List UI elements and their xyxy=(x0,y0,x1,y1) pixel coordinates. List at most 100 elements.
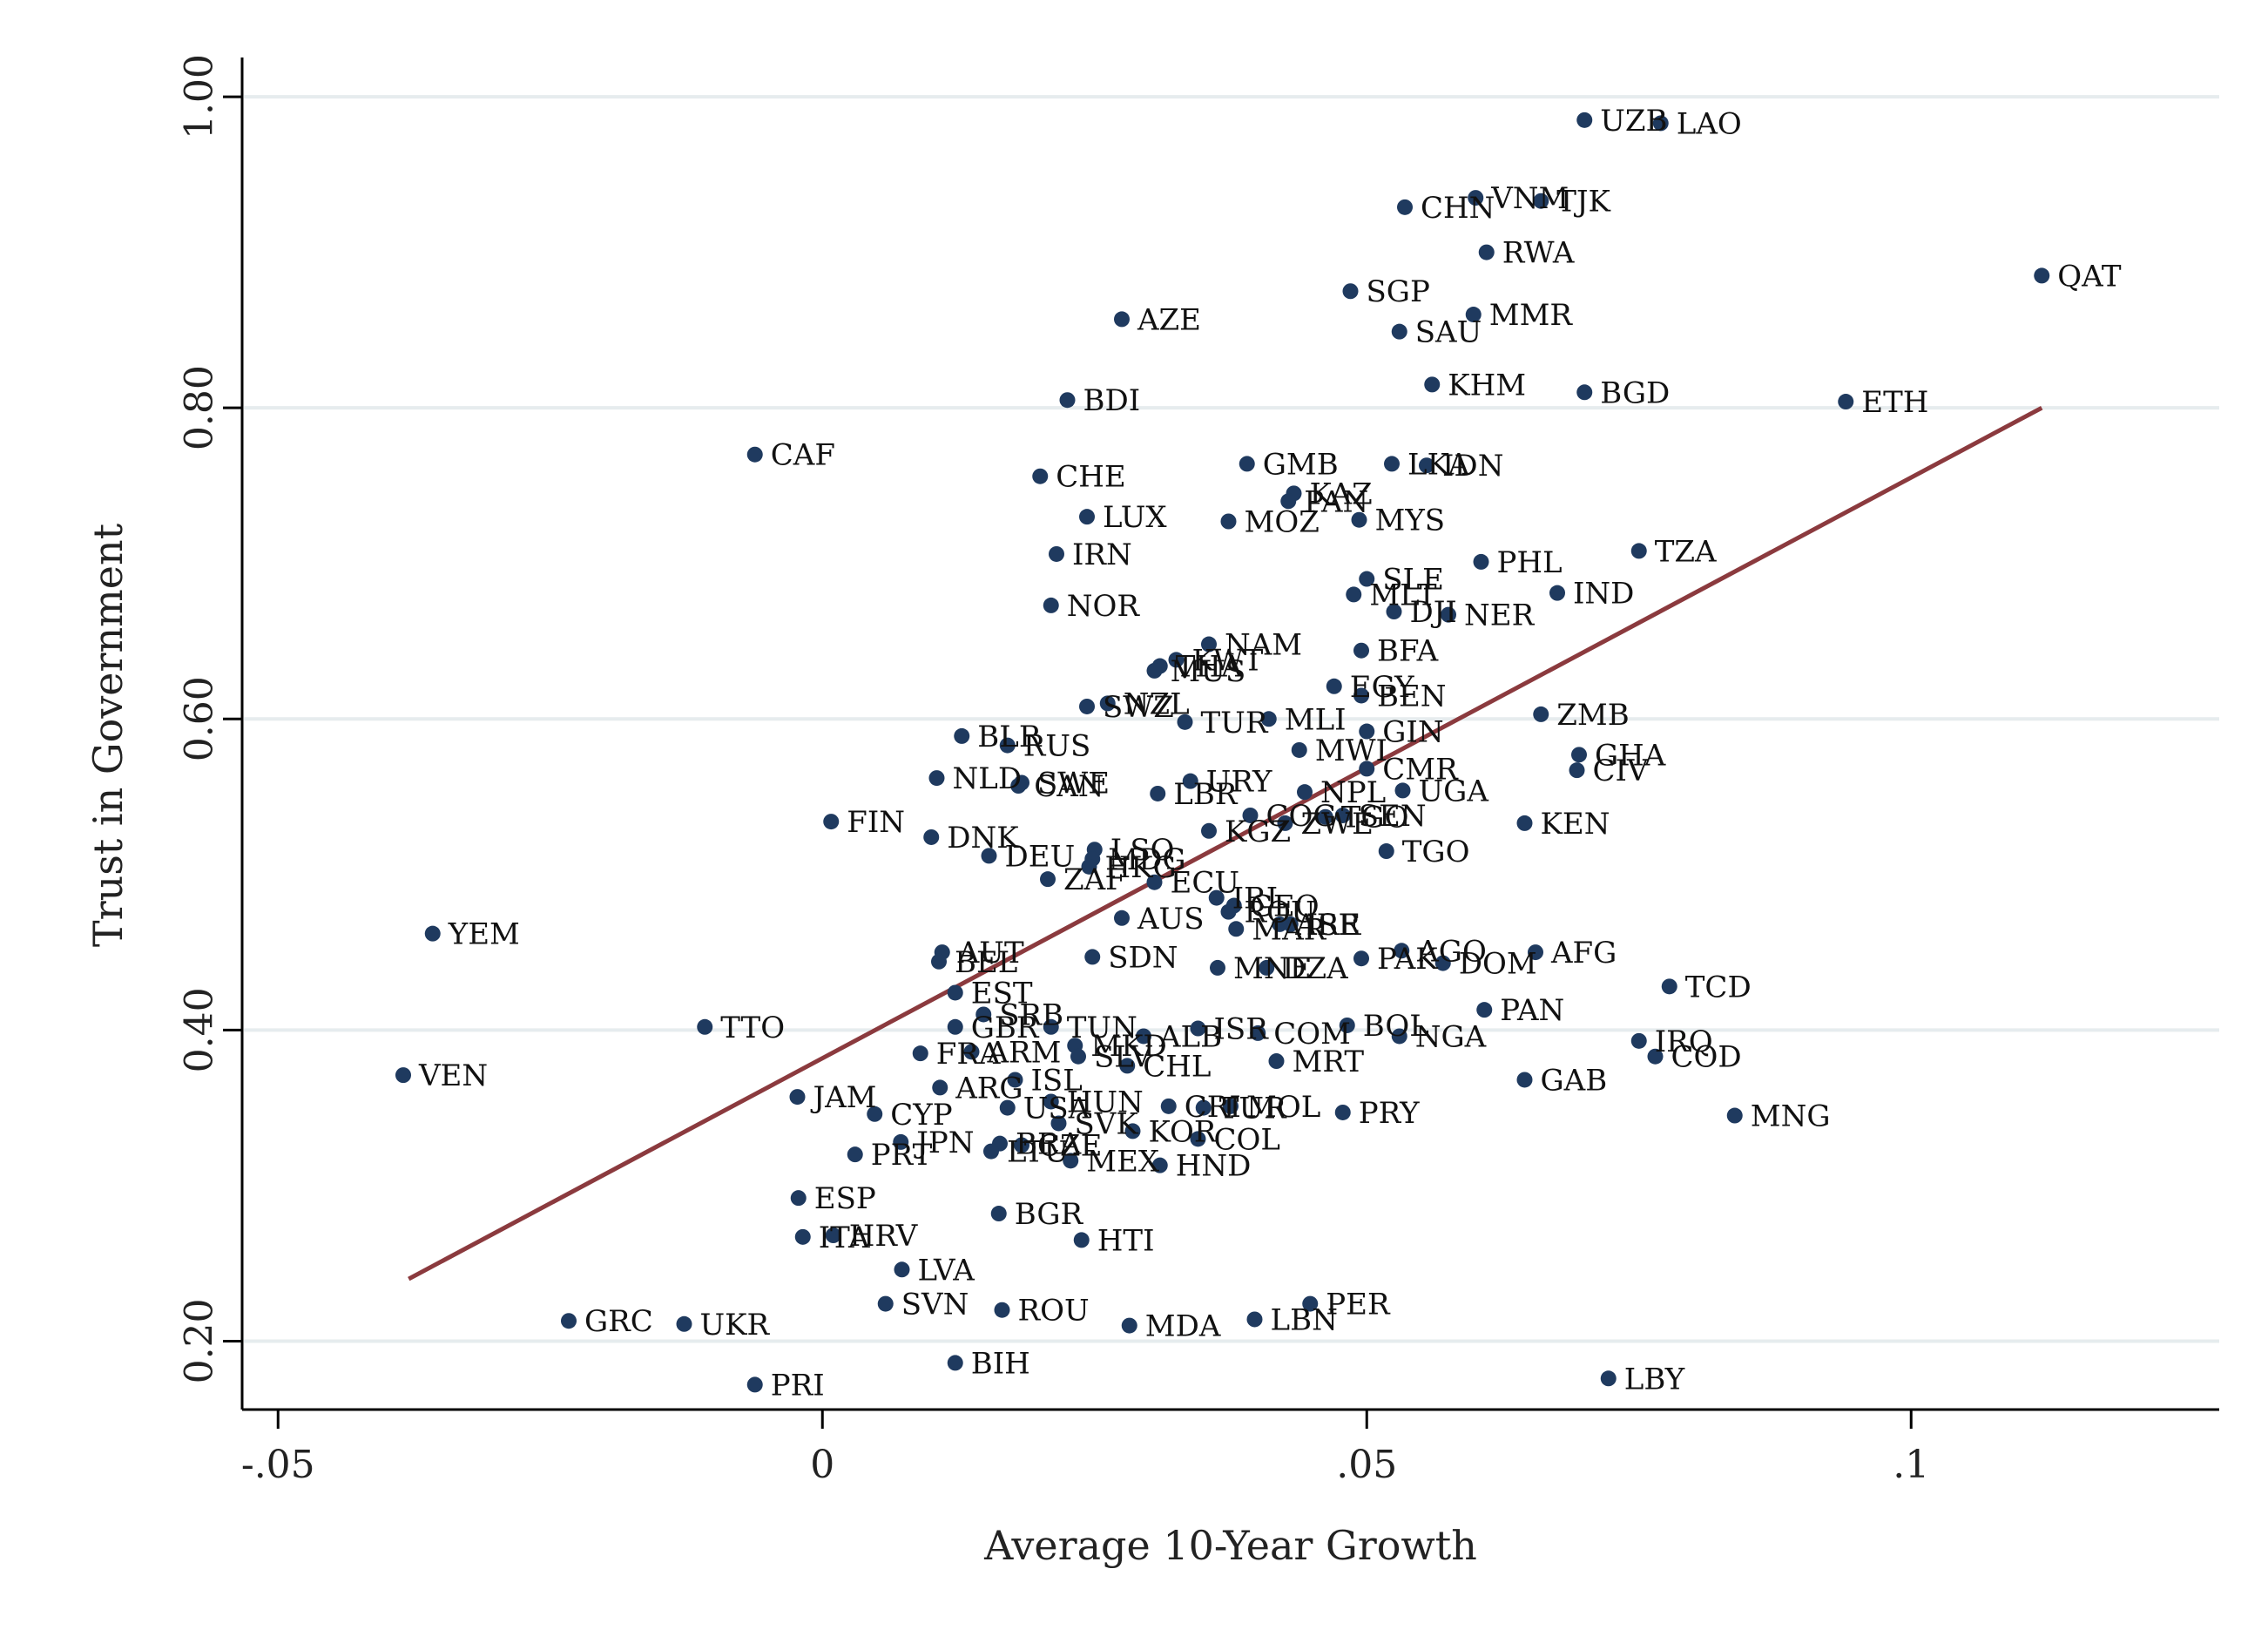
point-label-ltu: LTU xyxy=(1007,1135,1069,1170)
point-label-nor: NOR xyxy=(1067,589,1141,624)
point-label-qat: QAT xyxy=(2057,259,2122,294)
y-tick-label: 0.40 xyxy=(177,987,221,1072)
point-label-ner: NER xyxy=(1464,598,1536,633)
data-point-mus xyxy=(1146,662,1163,679)
point-label-dom: DOM xyxy=(1459,947,1537,982)
data-point-swz xyxy=(1079,698,1095,714)
data-point-aus xyxy=(1114,910,1130,926)
data-point-moz xyxy=(1220,513,1237,530)
x-axis-title: Average 10-Year Growth xyxy=(983,1522,1477,1569)
data-point-bdi xyxy=(1059,392,1076,409)
point-label-isl: ISL xyxy=(1031,1063,1083,1098)
point-label-irl: IRL xyxy=(1232,882,1286,916)
data-point-npl xyxy=(1297,784,1313,801)
data-point-jam xyxy=(789,1089,806,1106)
data-point-can xyxy=(1010,778,1027,795)
data-point-tgo xyxy=(1317,808,1333,825)
point-label-rus: RUS xyxy=(1023,729,1091,764)
point-label-kgz: KGZ xyxy=(1225,815,1291,849)
point-label-hun: HUN xyxy=(1067,1085,1144,1119)
data-point-kgz xyxy=(1201,822,1217,839)
point-label-mda: MDA xyxy=(1145,1309,1221,1344)
data-point-rou xyxy=(994,1302,1010,1318)
data-point-pan xyxy=(1280,493,1297,510)
data-point-gab xyxy=(1516,1072,1533,1088)
point-label-mng: MNG xyxy=(1751,1099,1831,1134)
point-label-pri: PRI xyxy=(771,1368,825,1403)
data-point-tjk xyxy=(1533,193,1549,209)
point-label-khm: KHM xyxy=(1448,368,1526,402)
point-label-lbr: LBR xyxy=(1173,777,1239,812)
data-point-dji xyxy=(1386,604,1402,620)
point-label-uzb: UZB xyxy=(1600,104,1667,139)
data-point-mex xyxy=(1063,1153,1079,1169)
point-label-zaf: ZAF xyxy=(1063,862,1126,897)
point-label-ukr: UKR xyxy=(700,1308,771,1342)
point-label-grc: GRC xyxy=(584,1304,653,1339)
data-point-tcd xyxy=(1661,978,1677,995)
point-label-arm: ARM xyxy=(987,1035,1062,1070)
data-point-khm xyxy=(1424,376,1441,393)
data-point-com xyxy=(1250,1024,1266,1041)
data-point-tun xyxy=(1043,1018,1059,1035)
data-point-qat xyxy=(2034,267,2050,284)
data-point-bel xyxy=(931,953,947,970)
data-point-kwt xyxy=(1168,652,1185,668)
point-label-jpn: JPN xyxy=(914,1126,974,1160)
data-point-cri xyxy=(1160,1098,1177,1114)
point-label-alb: ALB xyxy=(1158,1019,1222,1054)
data-point-kor xyxy=(1124,1123,1141,1139)
point-label-tza: TZA xyxy=(1655,534,1717,569)
data-point-irl xyxy=(1208,889,1225,906)
data-point-est xyxy=(947,984,963,1001)
point-label-bgr: BGR xyxy=(1015,1197,1084,1232)
point-label-bel: BEL xyxy=(955,945,1017,980)
data-point-rus xyxy=(999,737,1016,754)
data-point-alb xyxy=(1136,1028,1151,1045)
data-point-hkg xyxy=(1081,858,1097,875)
point-label-tun: TUN xyxy=(1067,1011,1137,1045)
point-label-usa: USA xyxy=(1023,1092,1090,1126)
point-label-civ: CIV xyxy=(1593,754,1650,788)
point-label-cze: CZE xyxy=(1037,1128,1102,1163)
data-point-bgr xyxy=(990,1206,1007,1222)
data-point-ita xyxy=(794,1228,811,1245)
data-point-sle xyxy=(1359,571,1375,587)
point-label-nga: NGA xyxy=(1415,1019,1487,1054)
point-label-bra: BRA xyxy=(1016,1127,1082,1162)
point-label-prt: PRT xyxy=(871,1138,933,1173)
data-point-cmr xyxy=(1359,761,1375,777)
point-label-tjk: TJK xyxy=(1556,185,1610,220)
data-point-eth xyxy=(1838,394,1854,410)
point-label-per: PER xyxy=(1326,1288,1391,1322)
data-point-mli xyxy=(1260,711,1277,727)
point-label-mkd: MKD xyxy=(1090,1029,1166,1064)
data-point-lbr xyxy=(1150,785,1166,801)
point-label-hnd: HND xyxy=(1176,1149,1252,1184)
point-label-moz: MOZ xyxy=(1245,504,1320,539)
x-tick-label: .05 xyxy=(1336,1443,1397,1487)
data-point-cyp xyxy=(867,1106,883,1122)
point-label-esp: ESP xyxy=(814,1181,876,1216)
point-label-swe: SWE xyxy=(1037,766,1110,801)
point-label-ita: ITA xyxy=(819,1221,870,1255)
point-label-pan: PAN xyxy=(1304,484,1368,519)
y-tick-label: 0.20 xyxy=(177,1298,221,1383)
data-point-hti xyxy=(1073,1232,1090,1248)
data-point-isr xyxy=(1190,1020,1206,1037)
point-label-ind: IND xyxy=(1573,577,1634,612)
point-label-mli: MLI xyxy=(1285,702,1347,737)
point-label-mex: MEX xyxy=(1086,1144,1160,1179)
data-point-dnk xyxy=(923,828,940,845)
data-point-cog xyxy=(1242,807,1259,823)
data-point-pak xyxy=(1353,950,1369,967)
data-point-ury xyxy=(1182,773,1198,789)
data-point-esp xyxy=(790,1190,807,1207)
point-label-vnm: VNM xyxy=(1490,181,1569,216)
y-axis-title: Trust in Government xyxy=(84,523,132,947)
point-label-gab: GAB xyxy=(1541,1063,1608,1098)
data-point-gmb xyxy=(1239,456,1255,472)
point-label-swz: SWZ xyxy=(1103,690,1174,725)
data-points xyxy=(395,112,2050,1393)
point-label-cyp: CYP xyxy=(890,1098,952,1133)
